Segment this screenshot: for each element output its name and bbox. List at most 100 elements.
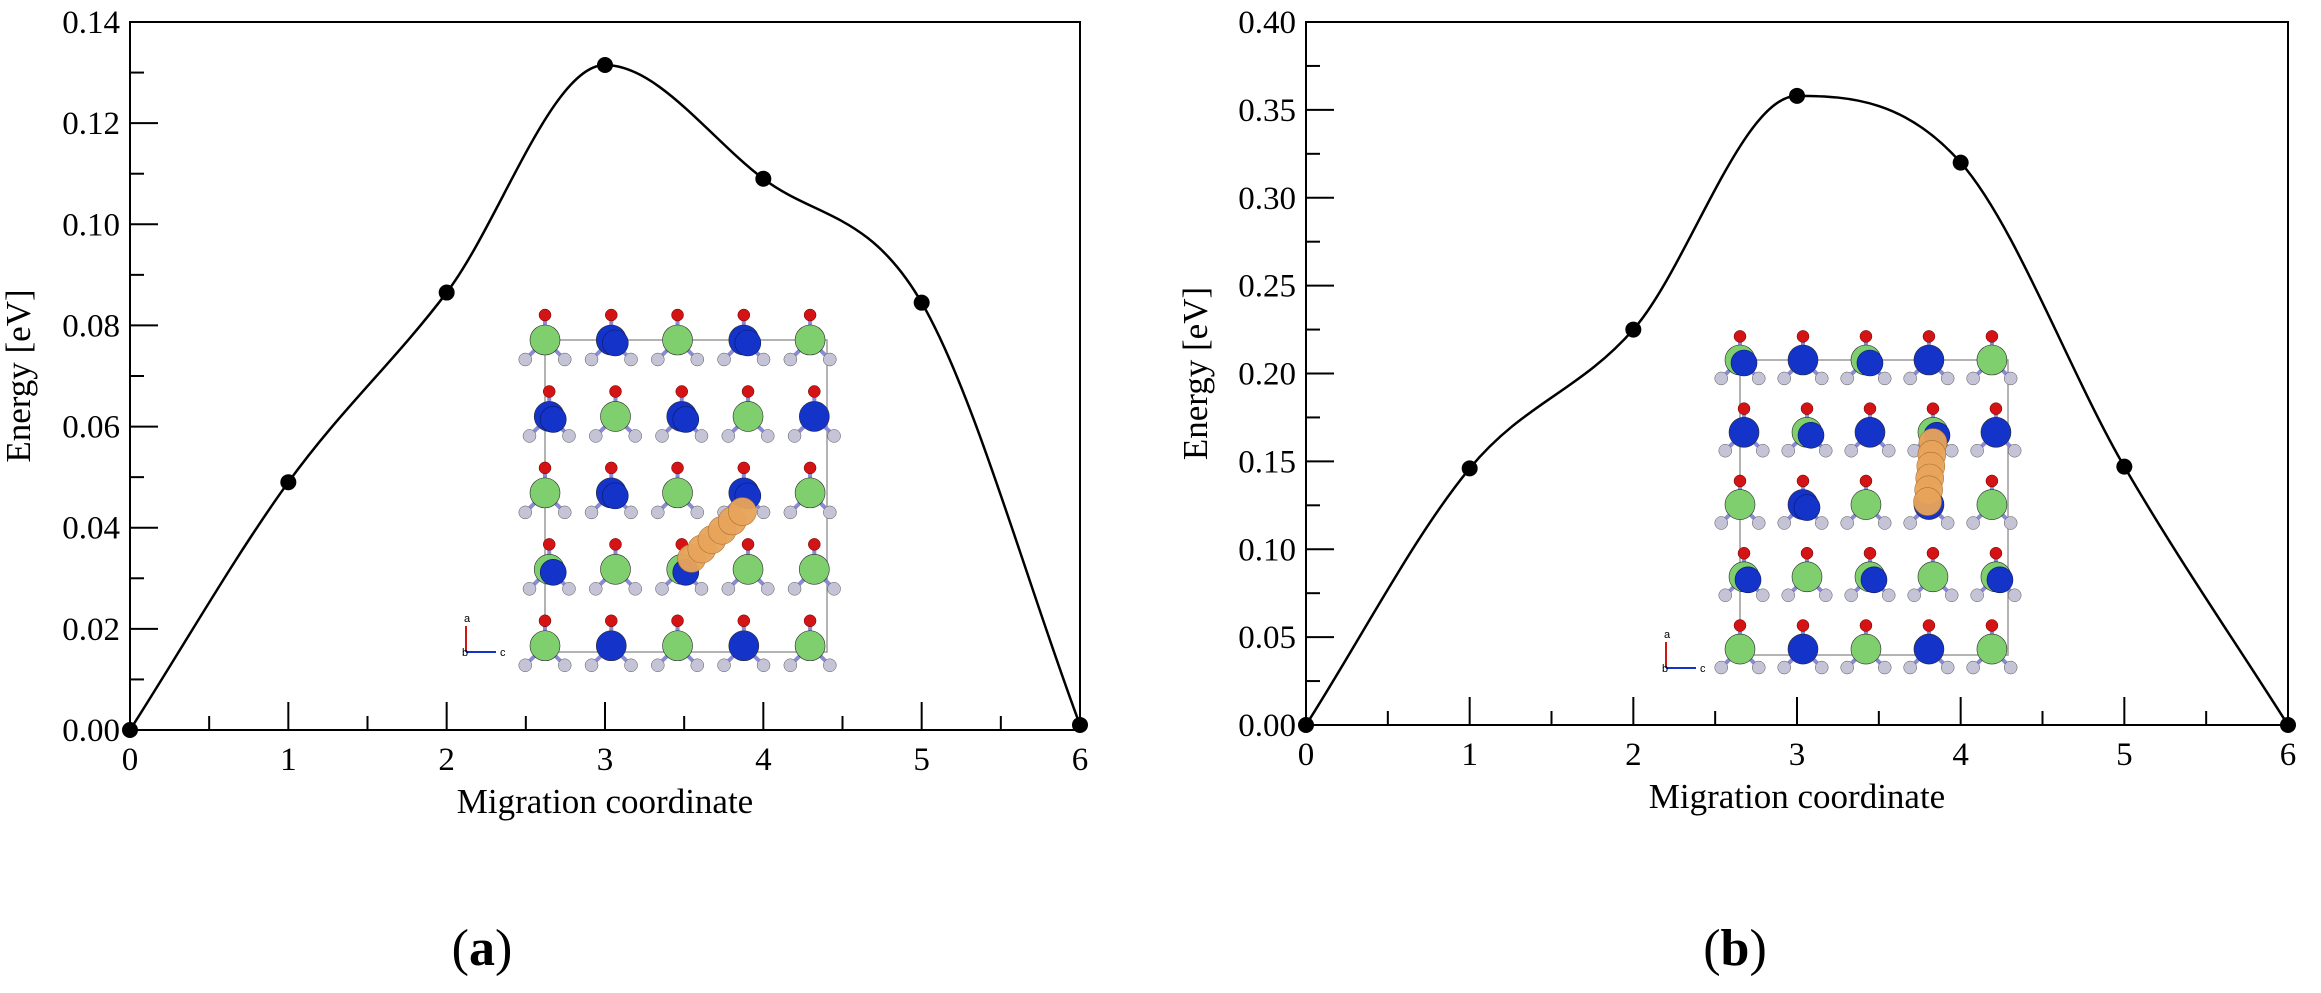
panel-label-letter: b — [1721, 920, 1750, 977]
green-atom — [1850, 633, 1882, 665]
green-atom — [529, 630, 561, 662]
x-tick-label: 0 — [122, 742, 139, 778]
green-atom — [1791, 561, 1823, 593]
y-tick-label: 0.25 — [1238, 269, 1296, 305]
grey-atom — [1903, 516, 1917, 530]
grey-atom — [1881, 588, 1896, 603]
grey-atom — [1756, 588, 1770, 603]
grey-atom — [557, 352, 572, 367]
grey-atom — [624, 505, 638, 520]
red-atom — [605, 308, 618, 322]
y-axis-title: Energy [eV] — [1176, 287, 1215, 460]
x-axis-title: Migration coordinate — [1649, 777, 1945, 816]
y-tick-label: 0.40 — [1238, 5, 1296, 41]
grey-atom — [1714, 660, 1728, 675]
grey-atom — [1777, 371, 1791, 386]
blue-atom — [1980, 416, 2012, 448]
red-atom — [1985, 619, 1999, 632]
x-tick-label: 2 — [1625, 737, 1642, 773]
grey-atom — [1966, 660, 1980, 675]
grey-atom — [562, 582, 576, 596]
grey-atom — [624, 352, 638, 367]
grey-atom — [624, 658, 638, 673]
green-atom — [662, 630, 693, 662]
red-atom — [1863, 402, 1877, 415]
grey-atom — [761, 582, 775, 596]
green-atom — [662, 477, 693, 509]
blue-atom — [1793, 494, 1821, 521]
y-tick-label: 0.00 — [62, 713, 120, 749]
grey-atom — [557, 505, 572, 520]
grey-atom — [1819, 588, 1833, 603]
blue-atom — [1986, 566, 2014, 594]
red-atom — [1922, 330, 1936, 343]
panel-label: (a) — [452, 920, 513, 977]
path-atom — [728, 497, 757, 526]
green-atom — [529, 477, 561, 509]
grey-atom — [2007, 443, 2022, 458]
red-atom — [737, 308, 751, 322]
blue-atom — [672, 406, 700, 433]
energy-curve — [128, 63, 1082, 731]
panel-label-paren: ( — [1703, 920, 1720, 977]
grey-atom — [1752, 516, 1766, 530]
grey-atom — [655, 582, 669, 596]
data-point — [1952, 154, 1969, 171]
grey-atom — [522, 429, 537, 443]
grey-atom — [518, 505, 533, 520]
blue-atom — [601, 329, 629, 357]
red-atom — [1985, 474, 1999, 488]
grey-atom — [783, 505, 798, 520]
data-point — [2116, 458, 2133, 475]
grey-atom — [518, 658, 533, 673]
grey-atom — [1714, 371, 1728, 386]
data-point — [280, 474, 297, 491]
grey-atom — [1940, 371, 1955, 386]
grey-atom — [1944, 443, 1959, 458]
data-point — [597, 56, 613, 73]
crystal-structure-inset: a b c — [462, 308, 841, 673]
grey-atom — [1903, 660, 1917, 675]
y-tick-label: 0.02 — [62, 612, 120, 648]
migration-path — [677, 497, 757, 573]
green-atom — [732, 554, 764, 585]
grey-atom — [823, 505, 837, 520]
blue-atom — [1854, 416, 1886, 448]
x-tick-label: 3 — [597, 742, 614, 778]
data-point — [1461, 460, 1478, 477]
grey-atom — [1819, 443, 1833, 458]
grey-atom — [655, 429, 669, 443]
y-tick-label: 0.06 — [62, 410, 120, 446]
red-atom — [675, 385, 689, 398]
x-tick-label: 6 — [1072, 742, 1089, 778]
green-atom — [1917, 561, 1949, 593]
grey-atom — [628, 429, 642, 443]
red-atom — [741, 538, 755, 551]
axis-label-b: b — [462, 647, 468, 659]
x-tick-label: 2 — [438, 742, 455, 778]
grey-atom — [2007, 588, 2022, 603]
grey-atom — [1777, 660, 1791, 675]
grey-atom — [2003, 660, 2018, 675]
grey-atom — [1940, 660, 1955, 675]
grey-atom — [651, 352, 665, 367]
grey-atom — [1877, 516, 1892, 530]
red-atom — [538, 308, 552, 322]
grey-atom — [1877, 660, 1892, 675]
grey-atom — [1970, 588, 1984, 603]
grey-atom — [518, 352, 533, 367]
green-atom — [600, 401, 631, 432]
grey-atom — [717, 352, 731, 367]
red-atom — [671, 614, 684, 628]
data-point — [1625, 321, 1642, 338]
x-tick-label: 1 — [1461, 737, 1478, 773]
red-atom — [609, 385, 622, 398]
blue-atom — [1913, 344, 1945, 376]
grey-atom — [651, 505, 665, 520]
grey-atom — [562, 429, 576, 443]
blue-atom — [1730, 349, 1758, 377]
grey-atom — [1781, 588, 1795, 603]
grey-atom — [557, 658, 572, 673]
axis-indicator: a b c — [462, 613, 506, 659]
